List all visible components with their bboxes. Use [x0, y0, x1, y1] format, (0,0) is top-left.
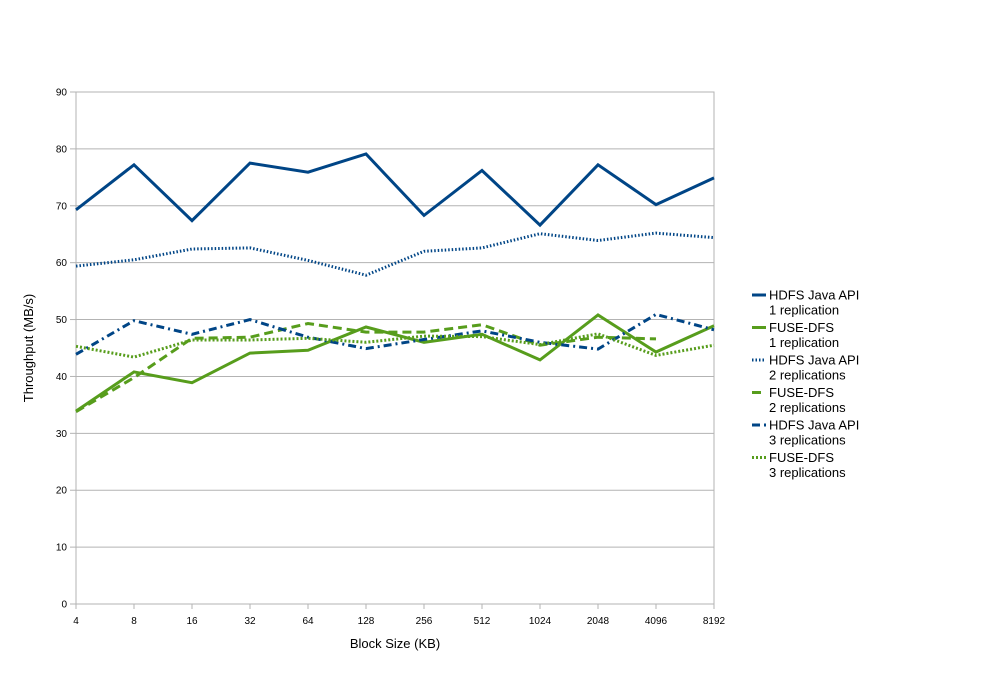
series-line — [75, 332, 715, 359]
x-tick-label: 256 — [416, 616, 433, 627]
legend-label: FUSE-DFS — [769, 450, 834, 465]
y-tick-label: 90 — [56, 88, 68, 99]
series-6 — [75, 332, 715, 359]
y-tick-label: 0 — [61, 600, 67, 611]
y-tick-label: 10 — [56, 543, 68, 554]
series-3 — [75, 231, 715, 277]
x-tick-label: 64 — [302, 616, 314, 627]
y-tick-label: 80 — [56, 144, 68, 155]
series-line — [75, 231, 715, 277]
x-tick-label: 1024 — [529, 616, 552, 627]
series-line — [75, 321, 657, 413]
x-tick-label: 16 — [186, 616, 198, 627]
plot-area — [75, 91, 715, 605]
series-line — [75, 312, 715, 356]
legend-label-detail: 1 replication — [769, 303, 839, 318]
y-tick-label: 50 — [56, 315, 68, 326]
x-tick-label: 8192 — [703, 616, 726, 627]
legend-label: HDFS Java API — [769, 288, 859, 303]
series-line — [75, 152, 715, 228]
legend-label: HDFS Java API — [769, 353, 859, 368]
series-5 — [75, 312, 715, 356]
y-axis-title: Throughput (MB/s) — [21, 294, 36, 402]
x-tick-label: 128 — [358, 616, 375, 627]
series-4 — [75, 321, 657, 413]
legend-label: FUSE-DFS — [769, 385, 834, 400]
series-1 — [75, 152, 715, 228]
legend-label-detail: 2 replications — [769, 400, 846, 415]
legend-label-detail: 3 replications — [769, 433, 846, 448]
x-axis: 4 8 16 32 64 128 256 512 1024 2048 4096 8192 — [73, 604, 726, 627]
x-tick-label: 32 — [244, 616, 256, 627]
y-tick-label: 60 — [56, 258, 68, 269]
x-tick-label: 512 — [474, 616, 491, 627]
grid-lines — [76, 91, 714, 605]
series-lines — [75, 152, 715, 413]
y-tick-label: 30 — [56, 429, 68, 440]
x-tick-label: 4096 — [645, 616, 668, 627]
y-tick-label: 20 — [56, 486, 68, 497]
x-axis-title: Block Size (KB) — [350, 636, 440, 651]
legend-label: HDFS Java API — [769, 418, 859, 433]
legend-label: FUSE-DFS — [769, 320, 834, 335]
x-tick-label: 4 — [73, 616, 79, 627]
x-tick-label: 8 — [131, 616, 137, 627]
y-axis: 0 10 20 30 40 50 60 70 80 90 — [56, 88, 76, 611]
series-line — [75, 313, 715, 413]
legend-label-detail: 2 replications — [769, 368, 846, 383]
legend-label-detail: 3 replications — [769, 465, 846, 480]
y-tick-label: 40 — [56, 372, 68, 383]
legend-label-detail: 1 replication — [769, 335, 839, 350]
y-tick-label: 70 — [56, 201, 68, 212]
series-2 — [75, 313, 715, 413]
x-tick-label: 2048 — [587, 616, 610, 627]
